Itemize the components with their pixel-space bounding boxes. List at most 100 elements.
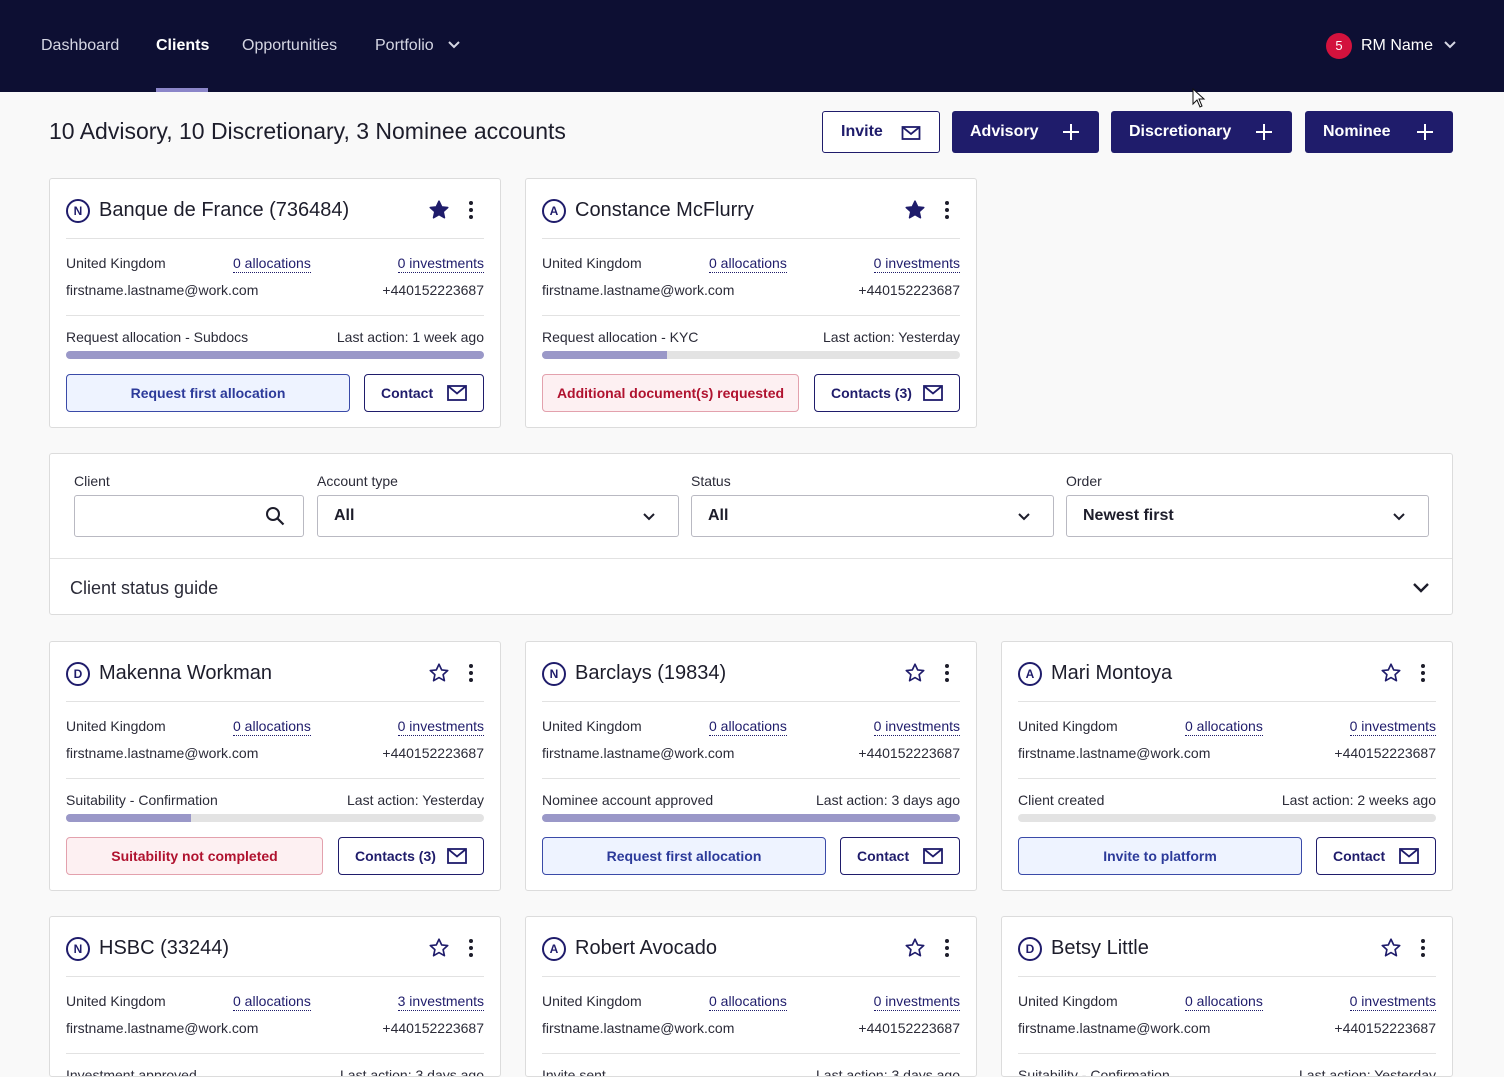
contact-button[interactable]: Contact <box>1316 837 1436 875</box>
more-options-icon[interactable] <box>938 199 956 221</box>
divider <box>66 238 484 239</box>
client-card[interactable]: N Barclays (19834) United Kingdom 0 allo… <box>525 641 977 891</box>
nav-clients[interactable]: Clients <box>156 37 210 54</box>
allocations-link[interactable]: 0 allocations <box>1185 993 1263 1011</box>
star-icon[interactable] <box>1380 937 1402 959</box>
search-icon[interactable] <box>265 506 285 526</box>
plus-icon <box>1063 124 1079 140</box>
invite-button[interactable]: Invite <box>822 111 940 153</box>
client-status: Nominee account approved <box>542 792 714 808</box>
last-action: Last action: 3 days ago <box>340 1067 484 1077</box>
mail-icon <box>901 126 921 140</box>
divider <box>50 558 1452 559</box>
client-card[interactable]: N HSBC (33244) United Kingdom 0 allocati… <box>49 916 501 1077</box>
card-action-button[interactable]: Request first allocation <box>66 374 350 412</box>
chevron-down-icon[interactable] <box>1412 579 1430 597</box>
nav-dashboard[interactable]: Dashboard <box>41 37 120 54</box>
client-email: firstname.lastname@work.com <box>1018 1020 1211 1036</box>
progress-fill <box>66 814 192 822</box>
card-action-button[interactable]: Additional document(s) requested <box>542 374 799 412</box>
client-name[interactable]: Constance McFlurry <box>575 199 754 221</box>
notification-badge[interactable]: 5 <box>1326 33 1352 59</box>
divider <box>1018 976 1436 977</box>
allocations-link[interactable]: 0 allocations <box>233 718 311 736</box>
account-type-select[interactable]: All <box>317 495 679 537</box>
chevron-down-icon[interactable] <box>447 38 461 52</box>
investments-link[interactable]: 0 investments <box>873 718 960 736</box>
account-type-badge: A <box>542 199 566 223</box>
more-options-icon[interactable] <box>938 662 956 684</box>
allocations-link[interactable]: 0 allocations <box>233 993 311 1011</box>
add-advisory-button[interactable]: Advisory <box>952 111 1099 153</box>
allocations-link[interactable]: 0 allocations <box>1185 718 1263 736</box>
allocations-link[interactable]: 0 allocations <box>709 993 787 1011</box>
contact-button[interactable]: Contact <box>364 374 484 412</box>
client-card[interactable]: A Robert Avocado United Kingdom 0 alloca… <box>525 916 977 1077</box>
investments-link[interactable]: 0 investments <box>1349 718 1436 736</box>
more-options-icon[interactable] <box>1414 662 1432 684</box>
client-name[interactable]: Mari Montoya <box>1051 662 1173 684</box>
client-name[interactable]: Makenna Workman <box>99 662 273 684</box>
invite-button-label: Invite <box>841 123 883 140</box>
add-nominee-button[interactable]: Nominee <box>1305 111 1453 153</box>
card-action-button[interactable]: Request first allocation <box>542 837 826 875</box>
star-icon[interactable] <box>904 199 926 221</box>
account-type-badge: D <box>1018 937 1042 961</box>
star-icon[interactable] <box>904 662 926 684</box>
plus-icon <box>1417 124 1433 140</box>
user-menu[interactable]: RM Name <box>1361 37 1434 54</box>
add-discretionary-button[interactable]: Discretionary <box>1111 111 1292 153</box>
more-options-icon[interactable] <box>938 937 956 959</box>
client-name[interactable]: Robert Avocado <box>575 937 717 959</box>
investments-link[interactable]: 3 investments <box>397 993 484 1011</box>
last-action: Last action: Yesterday <box>347 792 484 808</box>
client-status-guide-toggle[interactable]: Client status guide <box>70 578 219 598</box>
more-options-icon[interactable] <box>462 937 480 959</box>
divider <box>542 238 960 239</box>
more-options-icon[interactable] <box>462 199 480 221</box>
investments-link[interactable]: 0 investments <box>397 255 484 273</box>
client-card[interactable]: D Betsy Little United Kingdom 0 allocati… <box>1001 916 1453 1077</box>
star-icon[interactable] <box>428 662 450 684</box>
allocations-link[interactable]: 0 allocations <box>233 255 311 273</box>
more-options-icon[interactable] <box>462 662 480 684</box>
investments-link[interactable]: 0 investments <box>1349 993 1436 1011</box>
order-value: Newest first <box>1083 507 1174 524</box>
star-icon[interactable] <box>428 199 450 221</box>
client-name[interactable]: Barclays (19834) <box>575 662 727 684</box>
star-icon[interactable] <box>904 937 926 959</box>
client-country: United Kingdom <box>66 718 166 734</box>
more-options-icon[interactable] <box>1414 937 1432 959</box>
client-search-input[interactable] <box>74 495 304 537</box>
client-card[interactable]: N Banque de France (736484) United Kingd… <box>49 178 501 428</box>
client-card[interactable]: A Constance McFlurry United Kingdom 0 al… <box>525 178 977 428</box>
client-name[interactable]: Banque de France (736484) <box>99 199 350 221</box>
client-card[interactable]: A Mari Montoya United Kingdom 0 allocati… <box>1001 641 1453 891</box>
star-icon[interactable] <box>428 937 450 959</box>
allocations-link[interactable]: 0 allocations <box>709 255 787 273</box>
client-name[interactable]: Betsy Little <box>1051 937 1149 959</box>
status-select[interactable]: All <box>691 495 1054 537</box>
contact-button[interactable]: Contacts (3) <box>338 837 484 875</box>
client-phone: +440152223687 <box>382 745 484 761</box>
client-status: Invite sent <box>542 1067 606 1077</box>
allocations-link[interactable]: 0 allocations <box>709 718 787 736</box>
plus-icon <box>1256 124 1272 140</box>
nav-portfolio[interactable]: Portfolio <box>375 37 434 54</box>
order-select[interactable]: Newest first <box>1066 495 1429 537</box>
nav-opportunities[interactable]: Opportunities <box>242 37 338 54</box>
star-icon[interactable] <box>1380 662 1402 684</box>
investments-link[interactable]: 0 investments <box>873 993 960 1011</box>
contact-button[interactable]: Contacts (3) <box>814 374 960 412</box>
card-action-button[interactable]: Invite to platform <box>1018 837 1302 875</box>
investments-link[interactable]: 0 investments <box>397 718 484 736</box>
account-type-badge: N <box>542 662 566 686</box>
client-name[interactable]: HSBC (33244) <box>99 937 230 959</box>
chevron-down-icon[interactable] <box>1443 38 1457 52</box>
client-card[interactable]: D Makenna Workman United Kingdom 0 alloc… <box>49 641 501 891</box>
investments-link[interactable]: 0 investments <box>873 255 960 273</box>
client-status: Investment approved <box>66 1067 197 1077</box>
advisory-button-label: Advisory <box>970 123 1039 140</box>
card-action-button[interactable]: Suitability not completed <box>66 837 323 875</box>
contact-button[interactable]: Contact <box>840 837 960 875</box>
